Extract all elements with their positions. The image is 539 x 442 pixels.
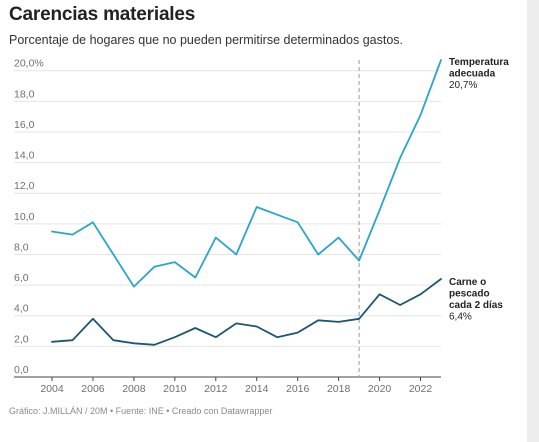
series-lines: [51, 59, 442, 346]
series-label: Temperatura adecuada: [449, 57, 509, 80]
series-label-line: pescado: [449, 289, 490, 300]
series-end-value: 20,7%: [449, 80, 477, 91]
y-tick-label: 4,0: [14, 303, 29, 315]
chart-subtitle: Porcentaje de hogares que no pueden perm…: [9, 33, 404, 47]
series-label: Carne o pescado cada 2 días: [449, 277, 503, 311]
x-tick-label: 2008: [122, 383, 146, 395]
y-tick-label: 16,0: [14, 119, 35, 131]
x-tick-label: 2006: [81, 383, 105, 395]
x-tick-label: 2014: [245, 383, 269, 395]
chart-footer-credit: Gráfico: J.MILLÁN / 20M • Fuente: INE • …: [9, 406, 273, 416]
x-axis-labels: 2004 2006 2008 2010 2012 2014 2016 2018 2020 2022: [40, 377, 432, 395]
x-tick-label: 2016: [286, 383, 310, 395]
y-tick-label: 20,0%: [14, 58, 44, 70]
y-tick-label: 12,0: [14, 180, 35, 192]
series-label-line: Temperatura: [449, 57, 509, 68]
x-tick-label: 2022: [409, 383, 433, 395]
chart-card: Carencias materiales Porcentaje de hogar…: [0, 0, 527, 442]
y-tick-label: 8,0: [14, 241, 29, 253]
series-label-line: cada 2 días: [449, 300, 503, 311]
y-tick-label: 0,0: [14, 364, 29, 376]
series-end-value: 6,4%: [449, 312, 472, 323]
gridlines: [14, 70, 441, 378]
series-label-line: adecuada: [449, 69, 496, 80]
x-tick-label: 2020: [368, 383, 392, 395]
series-label-line: Carne o: [449, 277, 486, 288]
x-tick-label: 2012: [204, 383, 228, 395]
y-tick-label: 6,0: [14, 272, 29, 284]
line-chart: 0,0 2,0 4,0 6,0 8,0 10,0 12,0 14,0 16,0 18,0 20,0%…: [14, 57, 509, 395]
y-tick-label: 18,0: [14, 88, 35, 100]
y-axis-labels: 0,0 2,0 4,0 6,0 8,0 10,0 12,0 14,0 16,0 18,0 20,0%: [14, 58, 44, 376]
series-line-temperatura: [51, 59, 442, 288]
chart-title: Carencias materiales: [9, 4, 196, 25]
y-tick-label: 10,0: [14, 211, 35, 223]
x-tick-label: 2004: [40, 383, 64, 395]
y-tick-label: 14,0: [14, 150, 35, 162]
x-tick-label: 2018: [327, 383, 351, 395]
x-tick-label: 2010: [163, 383, 187, 395]
series-line-carne-pescado: [51, 278, 442, 346]
y-tick-label: 2,0: [14, 333, 29, 345]
